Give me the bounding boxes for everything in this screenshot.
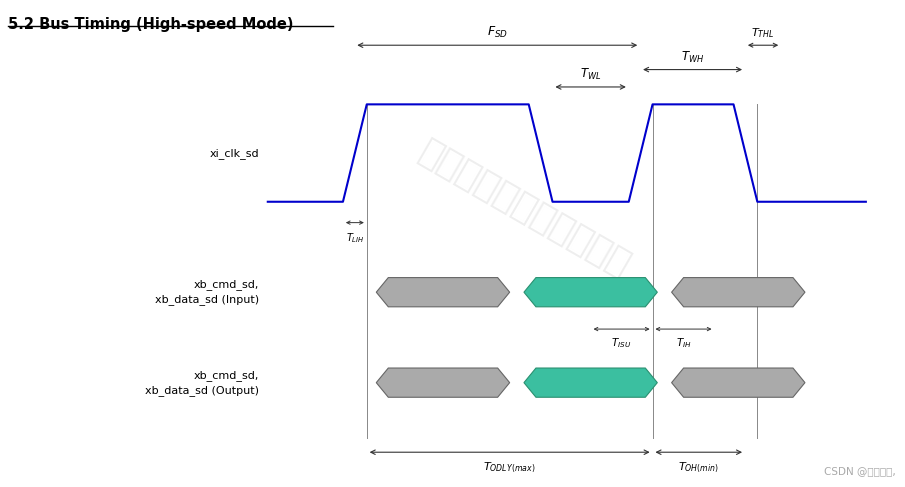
Text: $T_{WL}$: $T_{WL}$: [580, 67, 601, 82]
Text: xi_clk_sd: xi_clk_sd: [209, 148, 259, 158]
Text: xb_cmd_sd,
xb_data_sd (Input): xb_cmd_sd, xb_data_sd (Input): [155, 279, 259, 305]
Text: $T_{LIH}$: $T_{LIH}$: [346, 231, 364, 245]
Text: CSDN @去追远风,: CSDN @去追远风,: [824, 467, 895, 477]
Text: $T_{ODLY(max)}$: $T_{ODLY(max)}$: [483, 461, 536, 475]
Text: $T_{ISU}$: $T_{ISU}$: [612, 336, 632, 350]
Polygon shape: [376, 368, 510, 397]
Polygon shape: [376, 278, 510, 307]
Polygon shape: [672, 368, 805, 397]
Text: 深圳市雷龙发展有限公司: 深圳市雷龙发展有限公司: [413, 134, 635, 283]
Polygon shape: [524, 278, 657, 307]
Text: $T_{IH}$: $T_{IH}$: [676, 336, 691, 350]
Text: xb_cmd_sd,
xb_data_sd (Output): xb_cmd_sd, xb_data_sd (Output): [145, 370, 259, 395]
Text: 5.2 Bus Timing (High-speed Mode): 5.2 Bus Timing (High-speed Mode): [7, 18, 293, 33]
Text: $T_{WH}$: $T_{WH}$: [681, 50, 704, 65]
Polygon shape: [672, 278, 805, 307]
Text: $F_{SD}$: $F_{SD}$: [487, 24, 508, 39]
Text: $T_{THL}$: $T_{THL}$: [751, 26, 775, 39]
Text: $T_{OH(min)}$: $T_{OH(min)}$: [679, 461, 719, 475]
Polygon shape: [524, 368, 657, 397]
